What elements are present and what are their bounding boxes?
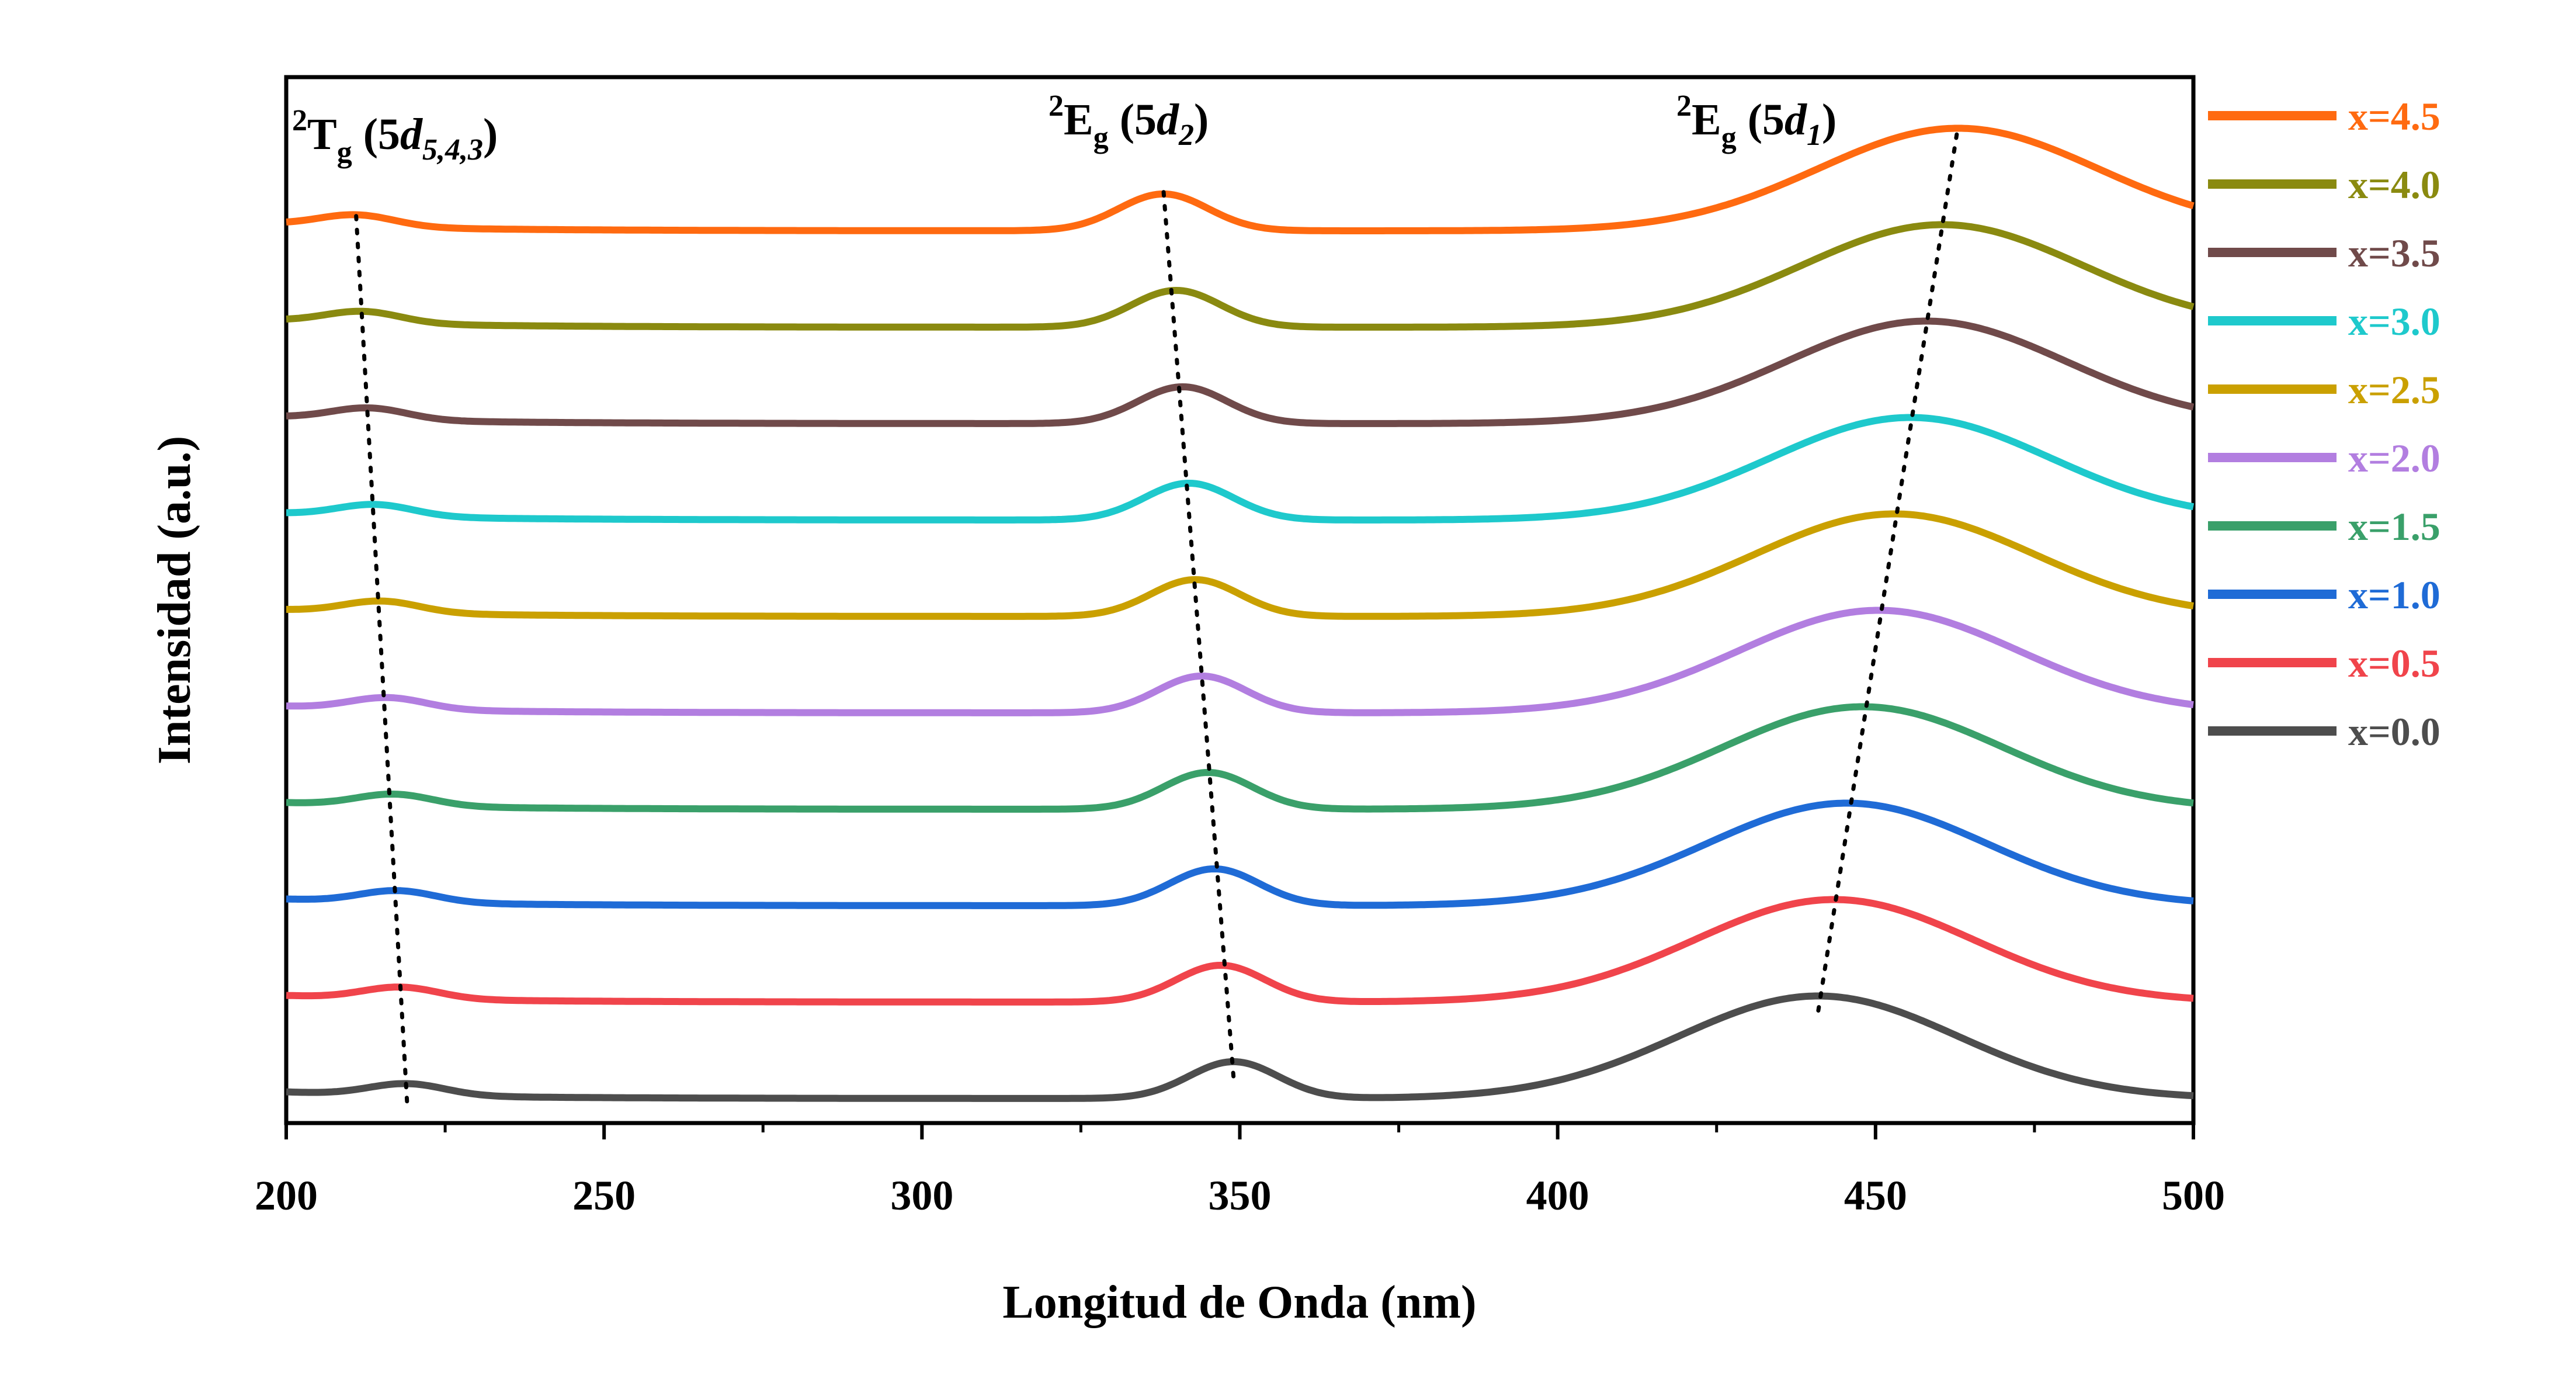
x-tick-label: 250 bbox=[572, 1172, 636, 1219]
x-tick-label: 200 bbox=[255, 1172, 318, 1219]
legend-label: x=1.5 bbox=[2348, 504, 2440, 549]
y-axis-title: Intensidad (a.u.) bbox=[149, 436, 200, 764]
legend-label: x=2.0 bbox=[2348, 436, 2440, 480]
x-tick-label: 350 bbox=[1209, 1172, 1272, 1219]
series-line-x-3-0 bbox=[286, 414, 2195, 524]
series-line-x-1-0 bbox=[286, 799, 2194, 909]
trend-line-2 bbox=[1161, 189, 1236, 1079]
legend: x=4.5 x=4.0 x=3.5 x=3.0 x=2.5 x=2.0 x=1.5 x=1.0… bbox=[2208, 94, 2440, 754]
x-tick-label: 450 bbox=[1844, 1172, 1907, 1219]
series-line-x-0-0 bbox=[286, 992, 2194, 1102]
x-tick-label: 500 bbox=[2162, 1172, 2225, 1219]
x-tick-label: 300 bbox=[890, 1172, 953, 1219]
annotations: 2Tg (5d5,4,3) 2Eg (5d2) 2Eg (5d1) bbox=[292, 89, 1836, 169]
legend-label: x=1.0 bbox=[2348, 573, 2440, 617]
trend-line-3 bbox=[1816, 123, 1960, 1013]
band-annotation-2: 2Eg (5d2) bbox=[1049, 89, 1209, 154]
x-axis-ticks: 200 250 300 350 400 450 500 bbox=[255, 1123, 2225, 1219]
series-line-x-3-5 bbox=[286, 317, 2195, 427]
legend-label: x=3.0 bbox=[2348, 299, 2440, 344]
legend-label: x=0.0 bbox=[2348, 709, 2440, 754]
legend-label: x=2.5 bbox=[2348, 368, 2440, 412]
series-line-x-0-5 bbox=[286, 896, 2194, 1006]
series-line-x-2-0 bbox=[286, 607, 2194, 716]
band-annotation-1: 2Tg (5d5,4,3) bbox=[292, 104, 498, 169]
legend-label: x=0.5 bbox=[2348, 641, 2440, 685]
series-layer bbox=[286, 124, 2195, 1102]
series-line-x-2-5 bbox=[286, 510, 2194, 620]
trend-line-1 bbox=[354, 214, 409, 1104]
x-axis-title: Longitud de Onda (nm) bbox=[1002, 1277, 1476, 1328]
x-tick-label: 400 bbox=[1526, 1172, 1589, 1219]
band-annotation-3: 2Eg (5d1) bbox=[1676, 89, 1836, 154]
legend-label: x=4.0 bbox=[2348, 162, 2440, 207]
series-line-x-4-5 bbox=[286, 124, 2195, 234]
legend-label: x=3.5 bbox=[2348, 231, 2440, 275]
legend-label: x=4.5 bbox=[2348, 94, 2440, 138]
series-line-x-1-5 bbox=[286, 703, 2194, 813]
series-line-x-4-0 bbox=[286, 221, 2195, 331]
trend-lines bbox=[354, 123, 1960, 1104]
